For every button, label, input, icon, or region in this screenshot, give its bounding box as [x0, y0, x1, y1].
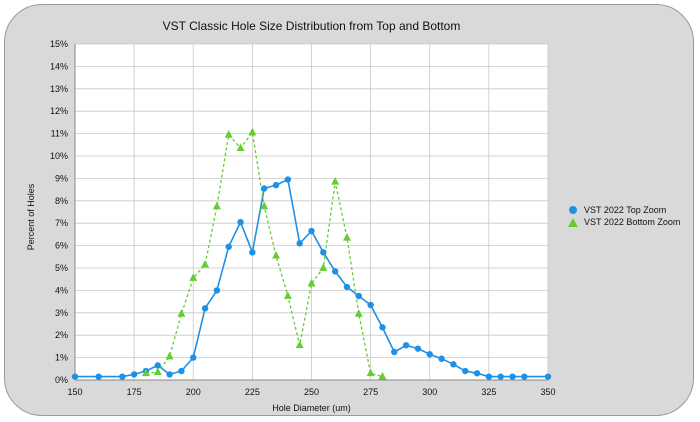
data-point-bottom-zoom — [378, 371, 387, 380]
data-point-top-zoom — [367, 301, 374, 309]
data-point-bottom-zoom — [295, 340, 304, 349]
legend-label-top-zoom: VST 2022 Top Zoom — [584, 205, 667, 215]
data-point-top-zoom — [225, 243, 232, 250]
y-tick-label: 12% — [50, 106, 68, 116]
legend-item-top-zoom: VST 2022 Top Zoom — [566, 204, 680, 216]
data-point-top-zoom — [71, 373, 79, 380]
data-point-top-zoom — [331, 268, 339, 275]
data-point-top-zoom — [320, 249, 327, 256]
data-point-top-zoom — [154, 362, 161, 369]
data-point-top-zoom — [379, 324, 386, 331]
grid-lines — [74, 43, 549, 381]
x-tick-label: 300 — [422, 387, 437, 397]
data-point-top-zoom — [261, 185, 268, 192]
x-tick-label: 200 — [186, 387, 201, 397]
data-point-top-zoom — [414, 345, 422, 352]
data-point-bottom-zoom — [354, 309, 363, 317]
x-tick-label: 325 — [481, 387, 496, 397]
data-point-top-zoom — [438, 355, 445, 362]
data-point-bottom-zoom — [153, 367, 162, 376]
legend-swatch-top-zoom — [566, 205, 580, 215]
data-point-bottom-zoom — [177, 309, 186, 317]
chart-title: VST Classic Hole Size Distribution from … — [162, 19, 461, 33]
data-point-bottom-zoom — [248, 127, 257, 136]
data-point-bottom-zoom — [272, 251, 281, 259]
data-point-bottom-zoom — [236, 143, 245, 152]
data-point-top-zoom — [450, 361, 457, 368]
data-point-bottom-zoom — [366, 368, 375, 377]
data-point-bottom-zoom — [319, 263, 328, 271]
data-point-top-zoom — [509, 373, 516, 380]
y-tick-label: 2% — [55, 330, 68, 340]
legend-item-bottom-zoom: VST 2022 Bottom Zoom — [566, 216, 680, 228]
axes — [74, 44, 548, 381]
series-line-bottom-zoom — [145, 131, 383, 378]
data-point-top-zoom — [95, 373, 102, 380]
x-tick-label: 225 — [245, 387, 260, 397]
y-tick-label: 5% — [55, 263, 68, 273]
data-point-top-zoom — [237, 218, 244, 226]
y-tick-label: 7% — [55, 218, 68, 228]
x-tick-label: 350 — [540, 387, 555, 397]
legend: VST 2022 Top Zoom VST 2022 Bottom Zoom — [566, 204, 680, 228]
y-tick-label: 4% — [55, 285, 68, 295]
data-point-top-zoom — [249, 249, 256, 256]
data-point-top-zoom — [178, 367, 185, 375]
x-tick-label: 250 — [304, 387, 319, 397]
data-point-bottom-zoom — [201, 259, 210, 268]
data-point-bottom-zoom — [141, 368, 150, 377]
data-point-bottom-zoom — [189, 273, 198, 281]
data-point-top-zoom — [473, 370, 481, 377]
y-tick-labels: 0% 1% 2% 3% 4% 5% 6% 7% 8% 9% 10% 11% 12% 13% 14% 15% — [50, 39, 68, 385]
data-point-bottom-zoom — [331, 177, 340, 185]
data-point-top-zoom — [272, 181, 280, 189]
x-tick-label: 175 — [127, 387, 142, 397]
y-tick-label: 10% — [50, 151, 68, 161]
data-point-top-zoom — [130, 371, 138, 378]
data-point-top-zoom — [355, 292, 362, 300]
x-axis-label: Hole Diameter (um) — [272, 403, 351, 413]
data-point-top-zoom — [296, 240, 303, 247]
y-tick-label: 11% — [51, 129, 68, 139]
data-point-top-zoom — [426, 351, 433, 358]
data-point-top-zoom — [402, 342, 410, 349]
legend-label-bottom-zoom: VST 2022 Bottom Zoom — [584, 217, 681, 227]
y-tick-label: 3% — [55, 308, 68, 318]
data-point-top-zoom — [284, 176, 292, 183]
data-point-top-zoom — [190, 354, 197, 361]
y-tick-label: 15% — [50, 39, 68, 49]
data-point-bottom-zoom — [307, 279, 316, 287]
data-point-top-zoom — [462, 367, 469, 375]
data-point-top-zoom — [119, 373, 126, 380]
data-point-bottom-zoom — [260, 201, 269, 210]
data-point-top-zoom — [343, 283, 351, 291]
y-tick-label: 14% — [50, 61, 68, 71]
y-tick-label: 6% — [55, 241, 68, 251]
data-point-top-zoom — [213, 287, 221, 294]
data-point-top-zoom — [485, 373, 493, 380]
data-point-top-zoom — [166, 371, 173, 378]
data-point-top-zoom — [544, 373, 552, 380]
data-point-bottom-zoom — [165, 351, 174, 360]
x-tick-labels: 150 175 200 225 250 275 300 325 350 — [67, 387, 555, 397]
data-point-top-zoom — [201, 305, 209, 312]
data-point-bottom-zoom — [224, 130, 233, 138]
y-tick-label: 0% — [55, 375, 68, 385]
data-point-top-zoom — [308, 227, 315, 235]
y-tick-label: 9% — [55, 173, 68, 183]
data-point-top-zoom — [521, 373, 528, 380]
data-point-bottom-zoom — [212, 201, 221, 210]
data-point-bottom-zoom — [342, 233, 351, 241]
x-tick-label: 275 — [363, 387, 378, 397]
data-point-bottom-zoom — [283, 291, 292, 299]
y-tick-label: 8% — [55, 196, 68, 206]
y-tick-label: 1% — [55, 353, 68, 363]
legend-swatch-bottom-zoom — [566, 217, 580, 227]
series-markers — [71, 127, 552, 380]
y-tick-label: 13% — [50, 84, 68, 94]
data-point-top-zoom — [391, 348, 398, 356]
data-point-top-zoom — [497, 373, 504, 380]
x-tick-label: 150 — [67, 387, 82, 397]
